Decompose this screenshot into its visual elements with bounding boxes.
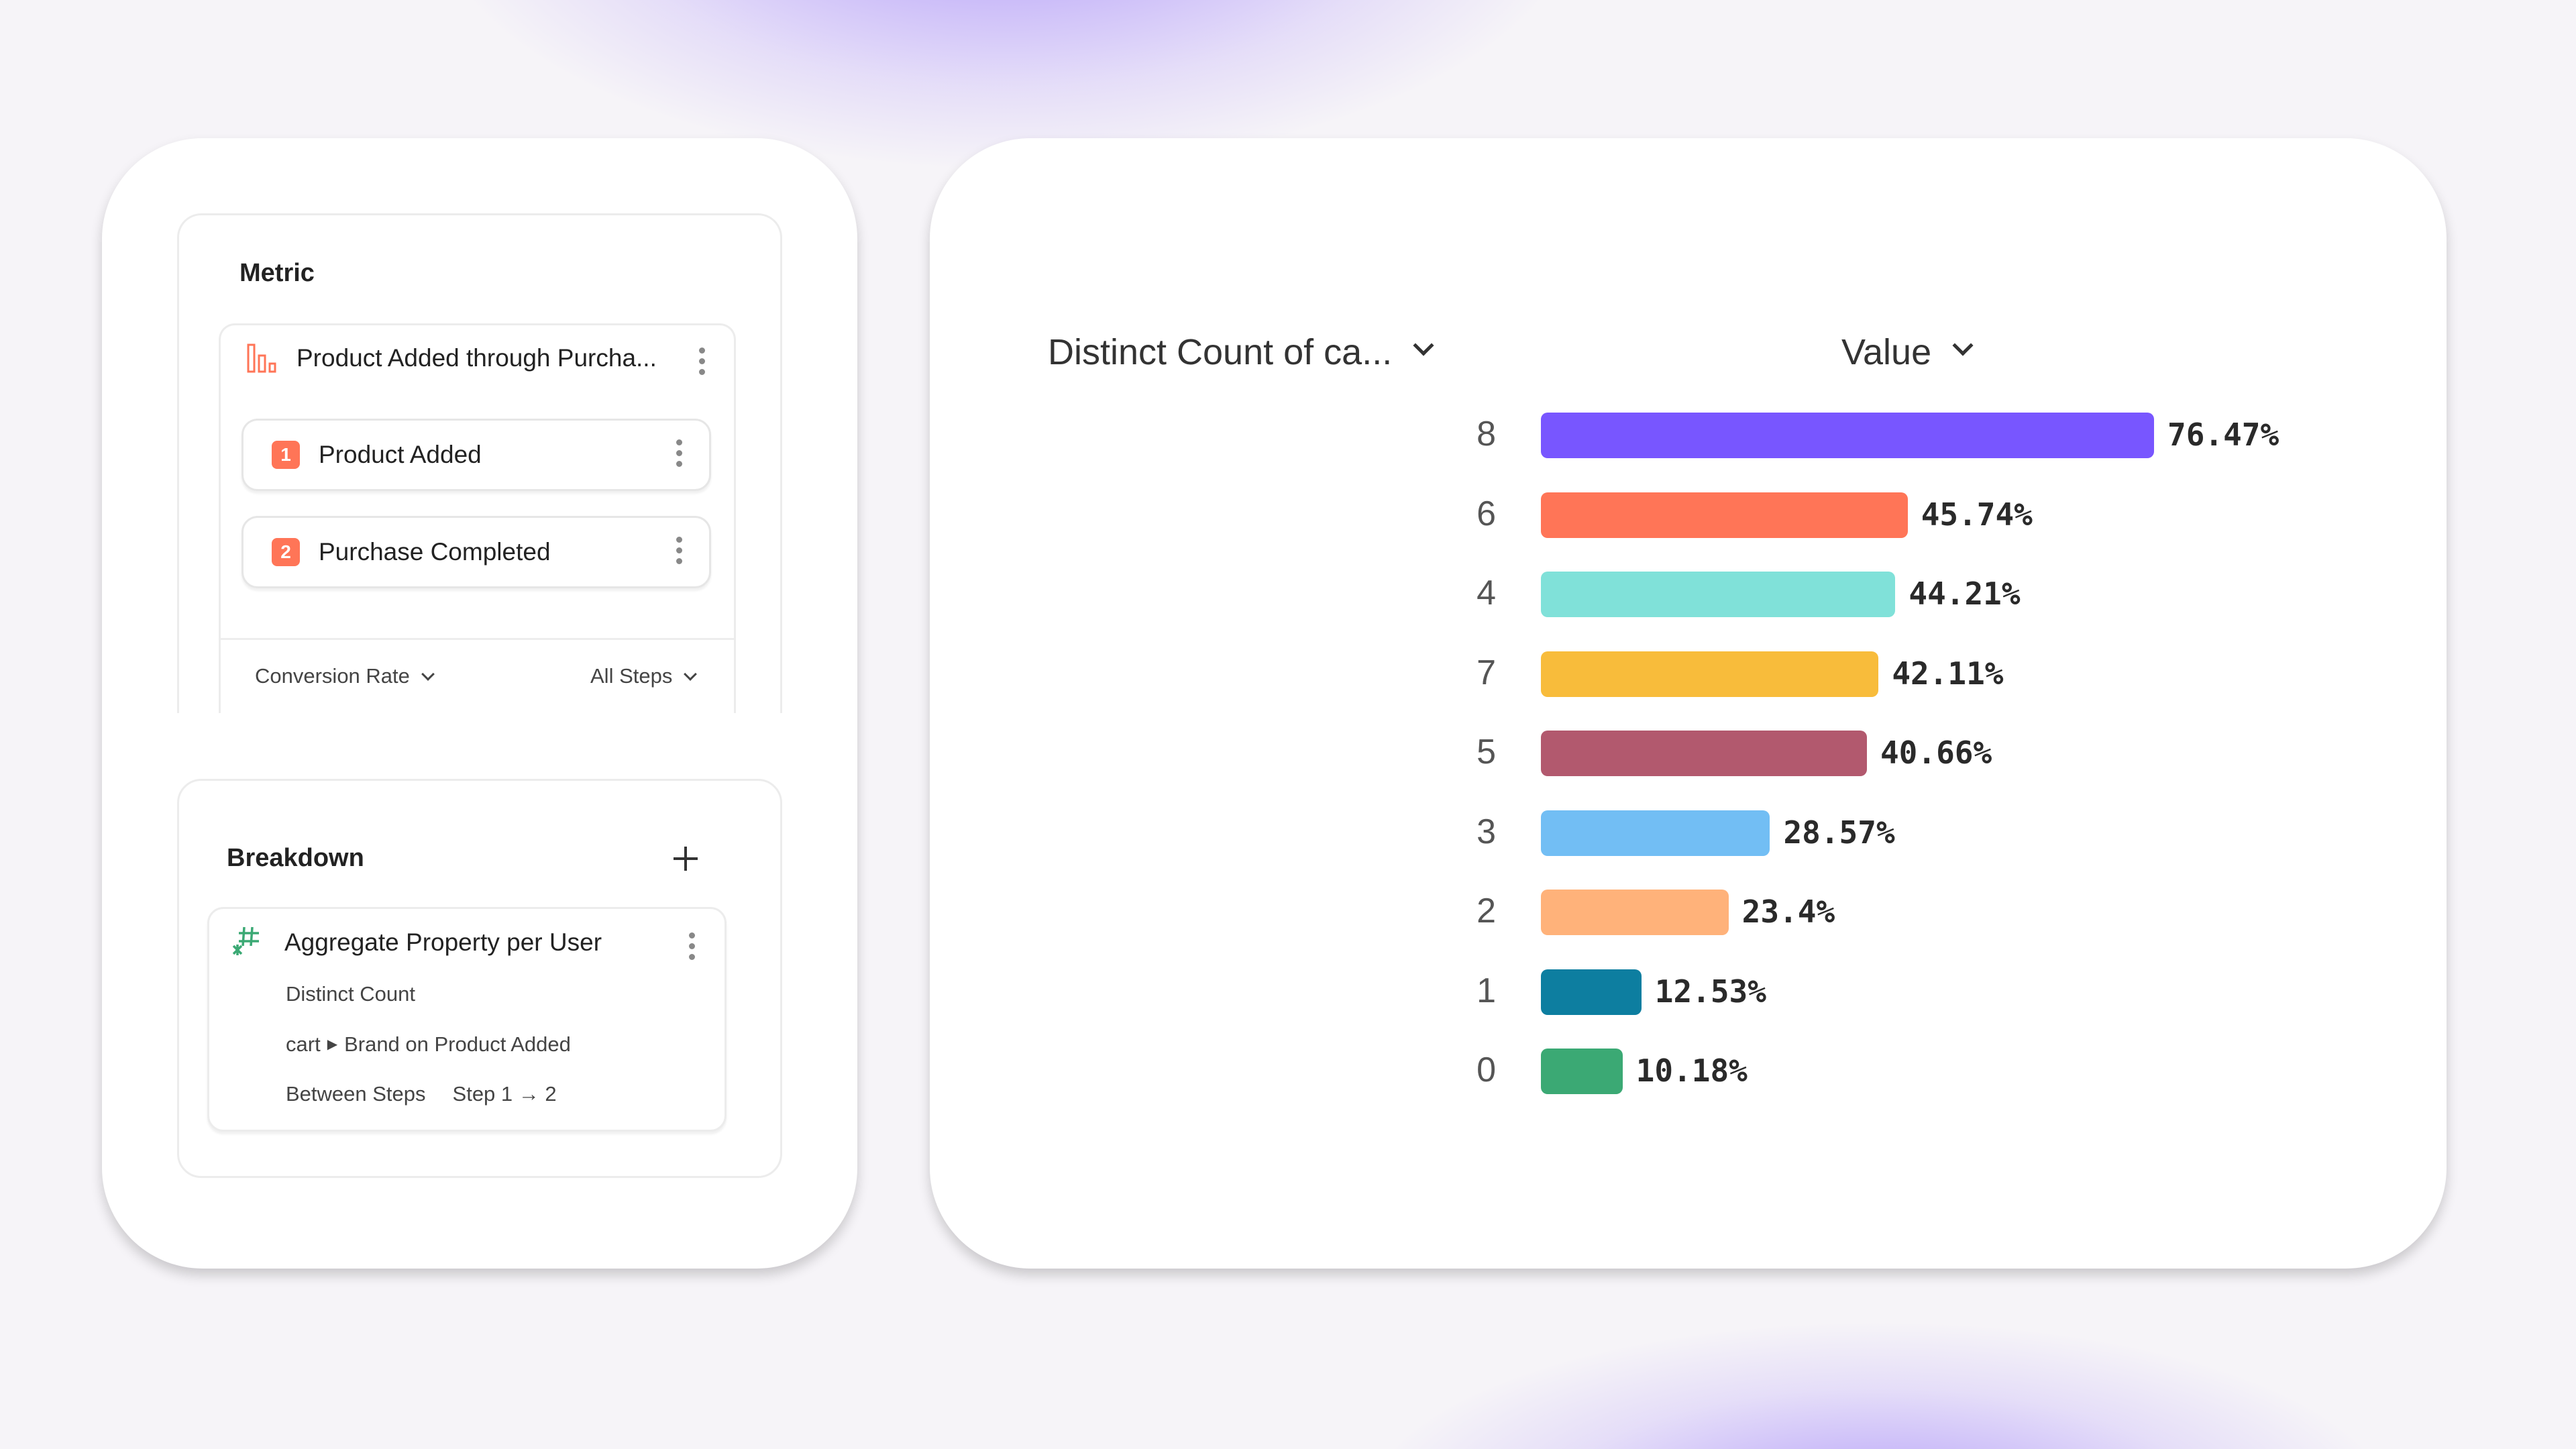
window-label: Between Steps xyxy=(286,1082,426,1106)
bar-1[interactable] xyxy=(1541,969,1642,1015)
funnel-step-1[interactable]: 1 Product Added xyxy=(241,419,711,491)
bar-0[interactable] xyxy=(1541,1049,1623,1094)
breakdown-title: Breakdown xyxy=(227,844,364,872)
chevron-down-icon xyxy=(1952,335,1974,356)
value-header-dropdown[interactable]: Value xyxy=(1841,331,1974,373)
value-label: 76.47% xyxy=(2167,417,2279,453)
category-header-label: Distinct Count of ca... xyxy=(1048,332,1393,372)
breakdown-more-icon[interactable] xyxy=(689,932,696,960)
value-label: 45.74% xyxy=(1921,496,2033,533)
bar-4[interactable] xyxy=(1541,572,1896,617)
category-label: 2 xyxy=(1477,892,1496,930)
step-number-badge: 2 xyxy=(272,538,300,566)
category-label: 0 xyxy=(1477,1051,1496,1089)
step-number-badge: 1 xyxy=(272,441,300,469)
funnel-chart-icon xyxy=(247,343,276,373)
plus-icon[interactable] xyxy=(674,847,698,871)
measure-label: Conversion Rate xyxy=(255,664,410,688)
chart-card xyxy=(930,138,2447,1269)
aggregation-label[interactable]: Distinct Count xyxy=(286,982,415,1006)
chevron-down-icon xyxy=(421,667,435,681)
step-label: Product Added xyxy=(319,441,482,468)
bar-7[interactable] xyxy=(1541,651,1879,697)
funnel-metric-box xyxy=(219,323,736,713)
metric-title: Metric xyxy=(239,259,315,287)
step-more-icon[interactable] xyxy=(676,439,683,467)
property-prefix: cart xyxy=(286,1032,321,1056)
category-label: 4 xyxy=(1477,574,1496,612)
window-value: Step 1 → 2 xyxy=(452,1082,557,1106)
steps-scope-label: All Steps xyxy=(590,664,673,688)
value-label: 42.11% xyxy=(1892,655,2004,692)
step-label: Purchase Completed xyxy=(319,538,551,566)
value-label: 40.66% xyxy=(1880,735,1992,771)
value-header-label: Value xyxy=(1841,332,1932,372)
category-label: 8 xyxy=(1477,415,1496,453)
category-label: 6 xyxy=(1477,494,1496,533)
category-label: 1 xyxy=(1477,971,1496,1010)
category-label: 5 xyxy=(1477,733,1496,771)
hash-icon xyxy=(232,926,259,955)
window-row[interactable]: Between Steps Step 1 → 2 xyxy=(286,1082,557,1106)
value-label: 23.4% xyxy=(1741,894,1835,930)
breakdown-item-title: Aggregate Property per User xyxy=(284,928,602,956)
value-label: 10.18% xyxy=(1635,1053,1748,1089)
bar-8[interactable] xyxy=(1541,413,2154,458)
category-label: 3 xyxy=(1477,812,1496,851)
funnel-step-2[interactable]: 2 Purchase Completed xyxy=(241,516,711,588)
measure-dropdown[interactable]: Conversion Rate xyxy=(255,664,435,688)
caret-right-icon: ▶ xyxy=(327,1037,338,1052)
funnel-metric-row[interactable]: Product Added through Purcha... xyxy=(247,343,657,373)
category-label: 7 xyxy=(1477,653,1496,692)
value-label: 44.21% xyxy=(1909,576,2021,612)
breakdown-item-card[interactable] xyxy=(207,907,727,1132)
step-more-icon[interactable] xyxy=(676,537,683,564)
funnel-more-icon[interactable] xyxy=(699,347,706,375)
divider xyxy=(221,638,734,640)
funnel-metric-name: Product Added through Purcha... xyxy=(297,344,657,372)
chevron-down-icon xyxy=(1413,335,1434,356)
category-header-dropdown[interactable]: Distinct Count of ca... xyxy=(1048,331,1434,373)
bar-6[interactable] xyxy=(1541,492,1908,538)
value-label: 12.53% xyxy=(1654,973,1766,1010)
steps-scope-dropdown[interactable]: All Steps xyxy=(590,664,698,688)
bar-5[interactable] xyxy=(1541,731,1867,776)
chevron-down-icon xyxy=(684,667,698,681)
bar-2[interactable] xyxy=(1541,890,1729,935)
value-label: 28.57% xyxy=(1783,814,1895,851)
property-path[interactable]: cart ▶ Brand on Product Added xyxy=(286,1032,571,1057)
property-name: Brand on Product Added xyxy=(344,1032,571,1056)
bar-3[interactable] xyxy=(1541,810,1770,856)
